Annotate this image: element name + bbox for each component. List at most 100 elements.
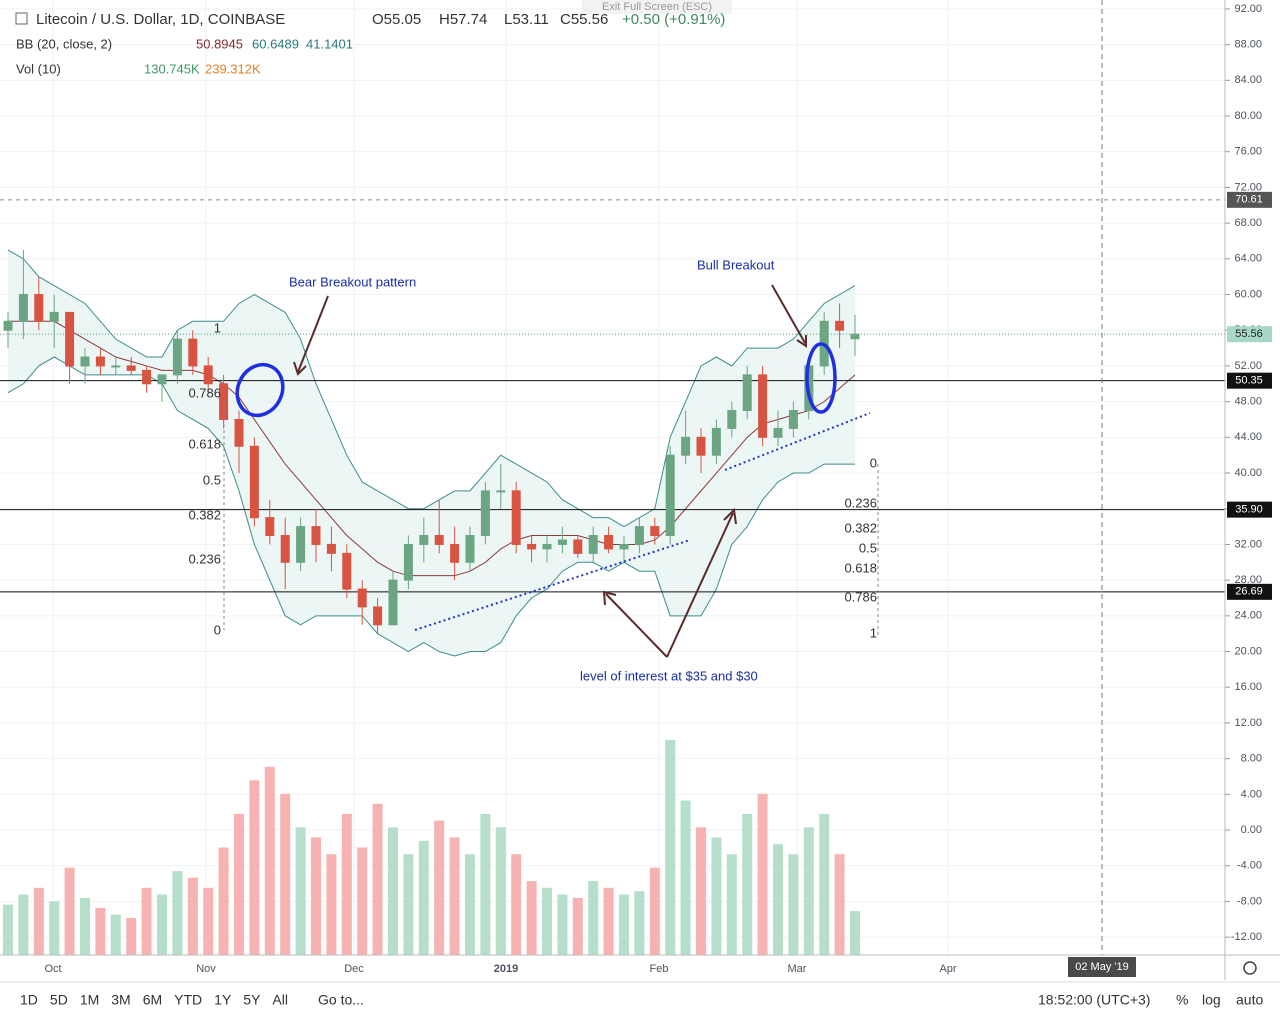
x-tick-label: Oct (44, 963, 61, 975)
volume-bar (403, 854, 414, 955)
volume-bar (557, 894, 568, 955)
indicator-label[interactable]: Vol (10) (16, 61, 61, 76)
range-button[interactable]: YTD (174, 992, 202, 1008)
collapse-icon[interactable] (15, 12, 28, 25)
level-label-box (1227, 372, 1272, 389)
volume-bar (680, 800, 691, 955)
range-button[interactable]: 5D (50, 992, 68, 1008)
y-tick-label: 72.00 (1234, 181, 1262, 193)
candle-body (619, 543, 629, 550)
bb-middle (8, 320, 856, 577)
exit-fullscreen[interactable] (582, 0, 732, 14)
fib-label: 0.786 (844, 589, 877, 604)
candle-body (696, 436, 706, 456)
y-tick-label: -4.00 (1237, 860, 1262, 872)
volume-bar (834, 854, 845, 955)
candle-body (111, 365, 121, 368)
change: +0.50 (+0.91%) (622, 11, 725, 28)
fib-label: 0.236 (188, 551, 221, 566)
candle-body (80, 356, 90, 367)
y-tick-label: 80.00 (1234, 110, 1262, 122)
candle-body (403, 543, 413, 581)
y-tick-label: 76.00 (1234, 146, 1262, 158)
candle-body (434, 535, 444, 545)
arrows (293, 284, 807, 658)
fib-label: 0.5 (859, 540, 877, 555)
indicator-label[interactable]: BB (20, close, 2) (16, 36, 112, 51)
candle-body (604, 535, 614, 550)
candle-body (419, 535, 429, 545)
candle-body (157, 374, 167, 385)
volume-bar (511, 854, 522, 955)
y-tick-label: 32.00 (1234, 538, 1262, 550)
fib-label: 0 (214, 622, 221, 637)
candle-body (326, 543, 336, 554)
goto-button[interactable]: Go to... (318, 992, 364, 1008)
annotation: level of interest at $35 and $30 (580, 668, 758, 683)
indicator-value: 41.1401 (306, 36, 353, 51)
ohlc: L53.11 (504, 11, 549, 28)
candle-body (34, 294, 44, 322)
volume-bar (495, 827, 506, 955)
range-button[interactable]: 1M (80, 992, 99, 1008)
fib-label: 0.382 (188, 507, 221, 522)
range-button[interactable]: 5Y (243, 992, 261, 1008)
volume-bar (465, 854, 475, 955)
crosshair-date-box (1068, 957, 1136, 977)
volume-bar (141, 887, 152, 955)
volume-bar (3, 904, 13, 955)
level-label: 35.90 (1235, 504, 1263, 516)
volume-bar (819, 813, 830, 955)
toolbar: Go to... 18:52:00 (UTC+3) % log auto 1D 5… (20, 992, 1263, 1008)
exit-fullscreen-label[interactable]: Exit Full Screen (ESC) (602, 1, 712, 13)
y-tick-label: 20.00 (1234, 645, 1262, 657)
indicator-value: 60.6489 (252, 36, 299, 51)
candle-body (496, 490, 506, 493)
settings-icon[interactable] (1243, 961, 1257, 975)
indicator-value: 130.745K (144, 61, 200, 76)
candle-body (711, 427, 721, 456)
volume-bar (187, 877, 198, 955)
volume-bar (850, 911, 860, 955)
candle-body (95, 356, 105, 367)
y-tick-label: 92.00 (1234, 3, 1262, 15)
percent-toggle[interactable]: % (1176, 992, 1188, 1008)
volume-bar (64, 867, 75, 955)
range-button[interactable]: 1Y (214, 992, 232, 1008)
log-toggle[interactable]: log (1202, 992, 1221, 1008)
volume-bar (649, 867, 660, 955)
ohlc: H57.74 (439, 11, 487, 28)
range-button[interactable]: 3M (111, 992, 130, 1008)
fib-label: 0.236 (844, 495, 877, 510)
volume-bar (788, 854, 799, 955)
volume-bar (711, 837, 722, 955)
range-button[interactable]: 6M (143, 992, 162, 1008)
volume-bar (172, 871, 183, 955)
volume-bar (110, 914, 121, 955)
range-button[interactable]: All (272, 992, 288, 1008)
volume-bar (280, 793, 291, 955)
volume-bar (572, 897, 583, 955)
y-tick-label: -8.00 (1237, 895, 1262, 907)
trendline (724, 412, 871, 471)
y-tick-label: 4.00 (1241, 788, 1262, 800)
level-label: 26.69 (1235, 586, 1263, 598)
indicator-value: 50.8945 (196, 36, 243, 51)
candle-body (465, 535, 475, 563)
volume-bar (326, 854, 337, 955)
volume-bar (634, 891, 645, 955)
candle-body (280, 535, 290, 563)
y-tick-label: 24.00 (1234, 610, 1262, 622)
y-tick-label: 84.00 (1234, 74, 1262, 86)
range-button[interactable]: 1D (20, 992, 38, 1008)
annotation: Bear Breakout pattern (289, 274, 416, 289)
x-tick-label: Nov (196, 963, 216, 975)
y-tick-label: 28.00 (1234, 574, 1262, 586)
x-tick-label: Mar (788, 963, 807, 975)
last-price-label: 55.56 (1235, 328, 1263, 340)
candle-body (480, 490, 490, 537)
auto-toggle[interactable]: auto (1236, 992, 1263, 1008)
symbol[interactable]: Litecoin / U.S. Dollar, 1D, COINBASE (36, 11, 285, 28)
